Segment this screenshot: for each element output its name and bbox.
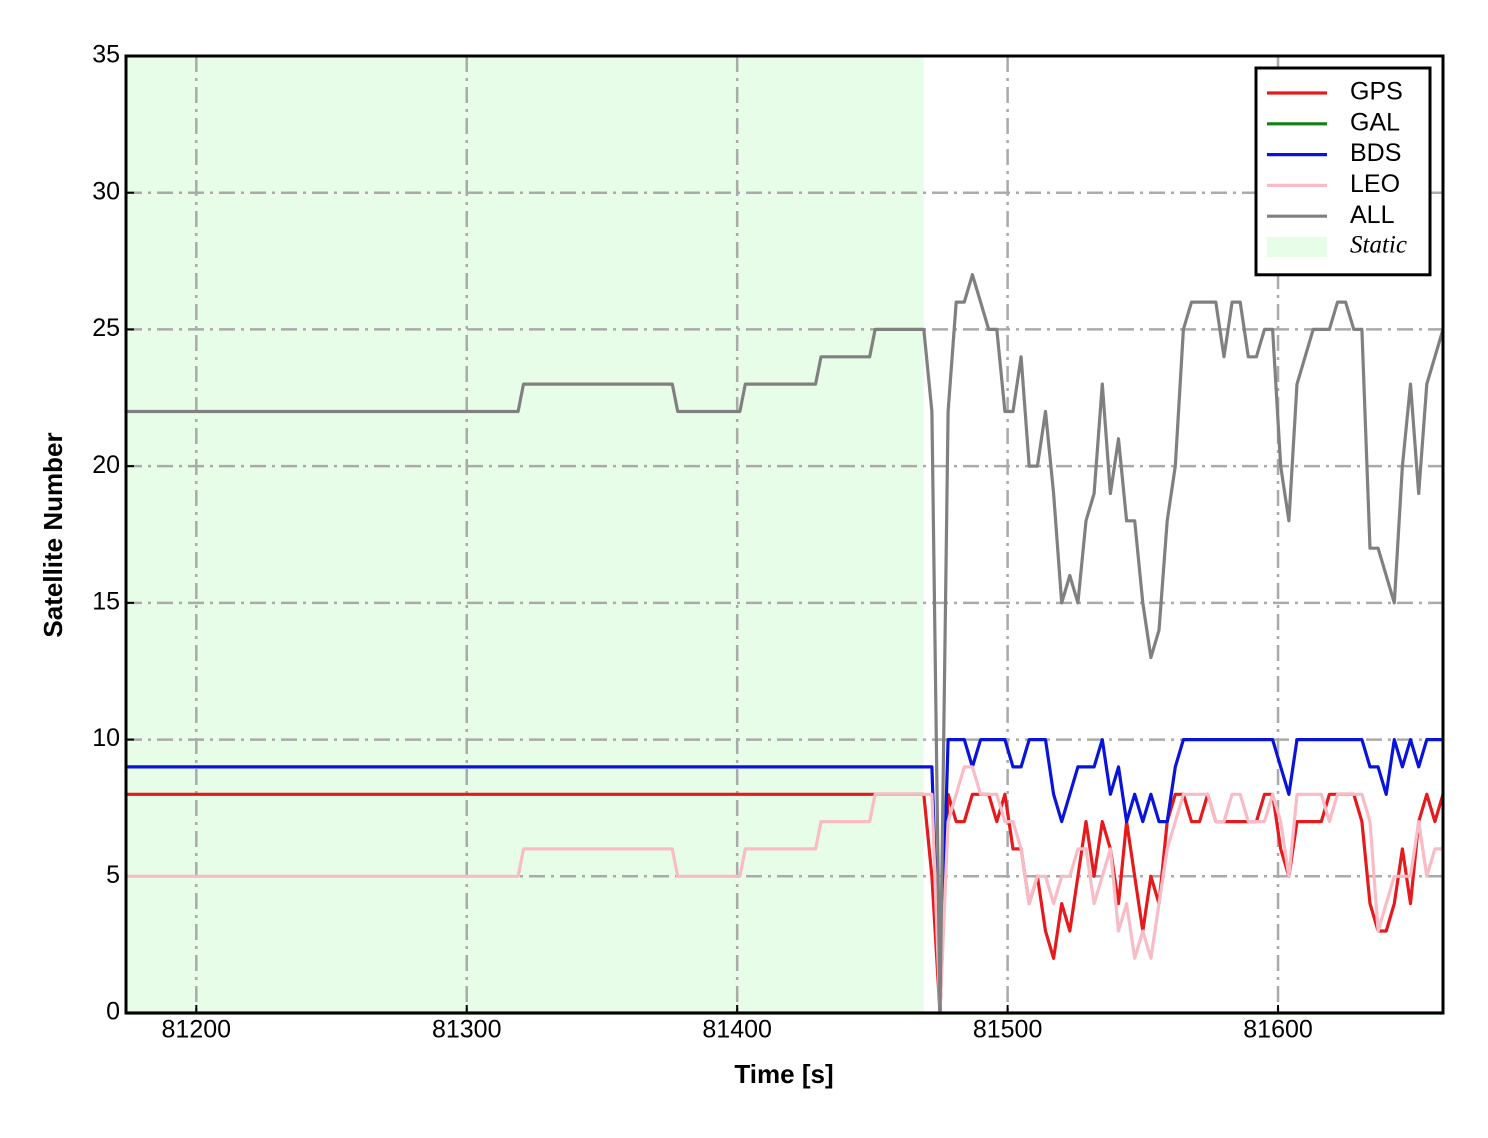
series-line [126,765,1443,1015]
legend-label: Static [1350,232,1407,259]
y-tick-label: 15 [92,587,120,615]
y-tick-label: 20 [92,451,120,479]
y-tick-label: 5 [106,861,120,889]
y-tick-label: 25 [92,314,120,342]
legend-swatch [1267,237,1327,257]
series-line [126,273,1445,1015]
y-tick-label: 30 [92,177,120,205]
legend-label: ALL [1350,201,1395,229]
y-tick-label: 10 [92,724,120,752]
plot-frame [124,54,1445,1015]
legend-label: BDS [1350,139,1401,167]
legend-label: GAL [1350,108,1400,136]
x-tick-label: 81500 [973,1016,1043,1044]
legend-label: GPS [1350,78,1403,106]
y-tick-label: 35 [92,41,120,69]
x-tick-label: 81600 [1243,1016,1313,1044]
x-tick-label: 81400 [702,1016,772,1044]
x-tick-label: 81300 [432,1016,502,1044]
x-axis-label: Time [s] [734,1059,833,1089]
y-tick-label: 0 [106,998,120,1026]
legend-label: LEO [1350,170,1400,198]
shaded-span [126,56,924,1013]
x-tick-label: 81200 [162,1016,232,1044]
y-axis-label: Satellite Number [38,432,68,637]
